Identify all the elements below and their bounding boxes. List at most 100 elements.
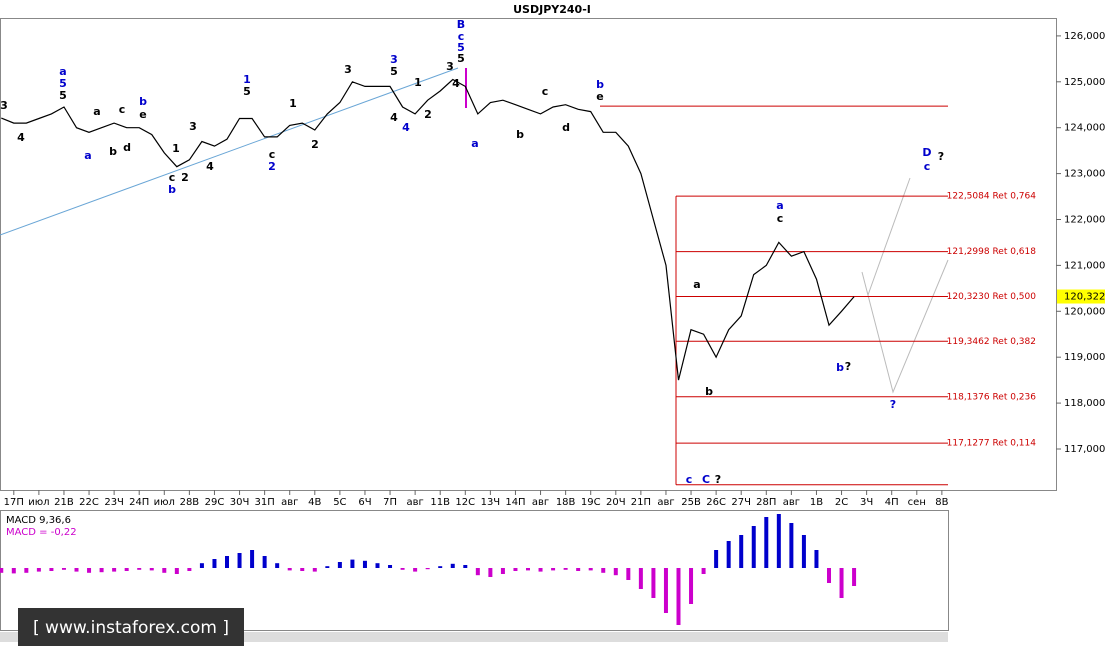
macd-bar [49,568,54,571]
wave-label: 3 [390,53,398,66]
macd-bar [714,550,719,568]
wave-label: 5 [457,52,465,65]
wave-label: 3 [0,99,8,112]
macd-bar [651,568,656,598]
macd-bar [764,517,769,568]
x-tick-label: авг [657,497,674,508]
y-tick-label: 123,000 [1064,169,1105,180]
wave-label: b [836,361,844,374]
macd-bar [689,568,694,604]
wave-label: a [693,278,700,291]
macd-bar [137,568,142,570]
x-tick-label: 8В [935,497,948,508]
macd-bar [500,568,505,574]
level-label: 121,2998 Ret 0,618 [947,247,1037,257]
macd-bar [174,568,179,574]
x-tick-label: 28П [756,497,776,508]
wave-label: a [471,137,478,150]
x-tick-label: авг [281,497,298,508]
macd-bar [475,568,480,576]
macd-bar [814,550,819,568]
macd-bar [826,568,831,583]
macd-bar [250,550,255,568]
macd-bar [337,562,342,568]
chart-title: USDJPY240-I [513,3,591,16]
macd-bar [287,568,292,571]
projection [867,177,911,296]
x-tick-label: 4П [885,497,899,508]
wave-label: ? [715,473,721,486]
wave-label: e [596,90,603,103]
wave-label: b [516,128,524,141]
wave-label: 4 [390,111,398,124]
macd-bar [626,568,631,580]
wave-label: B [457,18,465,31]
macd-bar [638,568,643,589]
macd-bar [225,556,230,568]
macd-bar [438,566,443,568]
x-tick-label: авг [406,497,423,508]
wave-label: 1 [172,142,180,155]
macd-bar [551,568,556,571]
wave-label: D [922,146,931,159]
x-tick-label: 22С [79,497,99,508]
x-tick-label: 26С [706,497,726,508]
wave-label: a [776,199,783,212]
wave-label: d [562,121,570,134]
x-tick-label: 23Ч [104,497,124,508]
x-tick-label: июл [154,497,175,508]
current-price-box [1057,289,1105,304]
price-line [1,78,855,381]
wave-label: 1 [289,97,297,110]
x-tick-label: 1В [810,497,823,508]
macd-bar [751,526,756,568]
wave-label: 4 [206,160,214,173]
macd-bar [237,553,242,568]
footer-strip [0,632,948,642]
wave-label: c [119,103,126,116]
wave-label: 2 [268,160,276,173]
macd-bar [776,514,781,568]
current-price-label: 120,322 [1064,292,1105,303]
x-tick-label: 13Ч [481,497,501,508]
macd-bar [350,559,355,568]
macd-bar [425,568,430,570]
x-tick-label: 28В [180,497,200,508]
macd-bar [74,568,79,572]
wave-label: b [168,183,176,196]
x-tick-label: 18В [556,497,576,508]
wave-label: ? [845,360,851,373]
x-tick-label: 17П [4,497,24,508]
macd-bar [726,541,731,568]
macd-bar [538,568,543,572]
wave-label: 2 [181,171,189,184]
wave-label: a [93,105,100,118]
macd-bar [124,568,129,571]
y-tick-label: 120,000 [1064,306,1105,317]
wave-label: c [458,30,465,43]
macd-bar [701,568,706,574]
y-tick-label: 118,000 [1064,398,1105,409]
macd-bar [262,556,267,568]
wave-label: 2 [311,138,319,151]
macd-bar [24,568,29,573]
wave-label: b [596,78,604,91]
macd-bar [488,568,493,577]
macd-bar [99,568,104,573]
macd-bar [676,568,681,625]
wave-label: d [123,141,131,154]
x-tick-label: 31П [255,497,275,508]
wave-label: 3 [189,120,197,133]
macd-bar [576,568,581,571]
wave-label: C [702,473,710,486]
wave-label: 3 [344,63,352,76]
wave-label: 2 [424,108,432,121]
macd-bar [450,563,455,568]
x-tick-label: 29С [205,497,225,508]
y-tick-label: 119,000 [1064,352,1105,363]
macd-bar [400,568,405,570]
x-tick-label: 5С [333,497,346,508]
y-tick-label: 125,000 [1064,77,1105,88]
